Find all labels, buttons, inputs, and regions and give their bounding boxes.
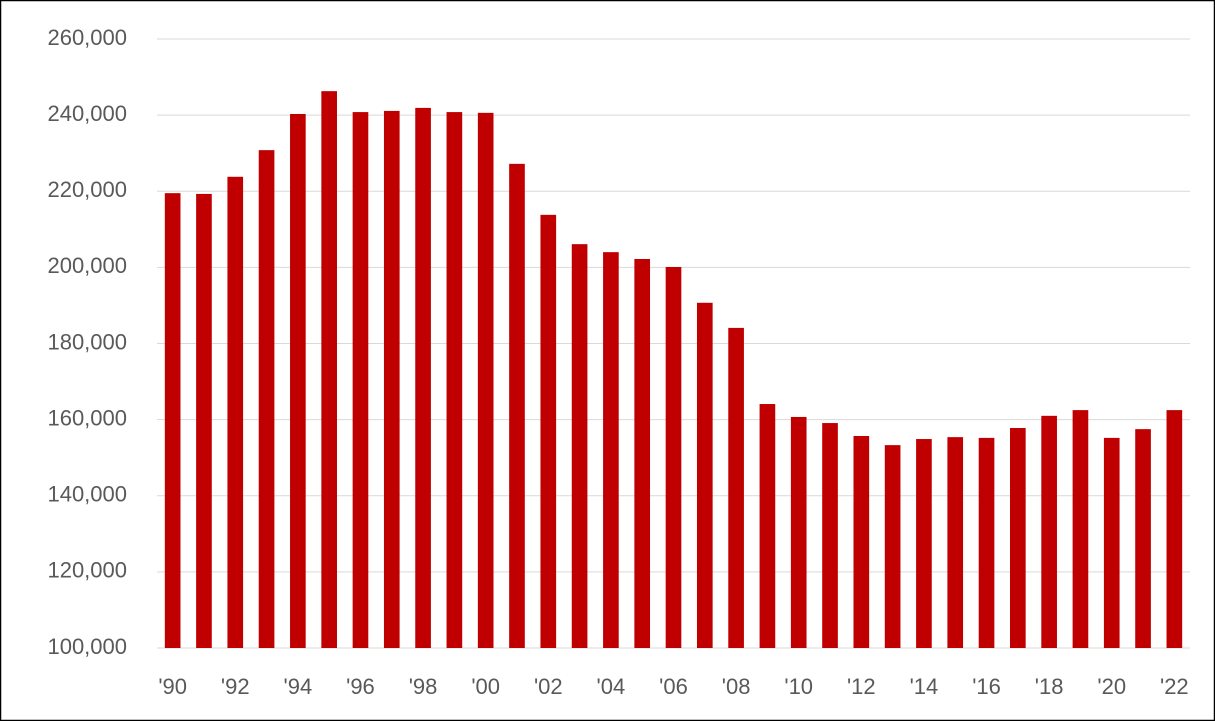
bar xyxy=(759,404,776,648)
bar xyxy=(227,176,244,648)
x-tick-label: '18 xyxy=(1035,674,1064,699)
y-tick-label: 140,000 xyxy=(47,482,127,507)
bar xyxy=(415,107,431,648)
bar xyxy=(446,112,463,648)
bar xyxy=(696,302,713,648)
x-tick-label: '14 xyxy=(910,674,939,699)
bar xyxy=(603,252,619,648)
bar xyxy=(164,193,181,648)
bar xyxy=(1041,415,1057,648)
bar xyxy=(290,113,306,648)
bar xyxy=(258,150,275,648)
x-tick-label: '00 xyxy=(471,674,500,699)
bar xyxy=(884,445,901,648)
x-tick-label: '06 xyxy=(659,674,688,699)
y-tick-label: 120,000 xyxy=(47,558,127,583)
bar xyxy=(822,423,838,648)
x-tick-label: '02 xyxy=(534,674,563,699)
y-tick-label: 260,000 xyxy=(47,25,127,50)
bar xyxy=(383,110,400,649)
x-tick-label: '20 xyxy=(1097,674,1126,699)
y-tick-label: 100,000 xyxy=(47,634,127,659)
x-tick-label: '04 xyxy=(597,674,626,699)
y-tick-label: 160,000 xyxy=(47,405,127,430)
x-tick-label: '98 xyxy=(409,674,438,699)
bar xyxy=(1166,410,1183,648)
x-tick-label: '08 xyxy=(722,674,751,699)
bar xyxy=(1072,410,1089,648)
x-tick-label: '22 xyxy=(1160,674,1189,699)
bar xyxy=(916,439,932,648)
bar xyxy=(1010,427,1026,648)
bar xyxy=(790,416,807,648)
x-tick-label: '92 xyxy=(221,674,250,699)
bar xyxy=(196,193,212,648)
bar xyxy=(728,327,744,648)
x-tick-label: '94 xyxy=(284,674,313,699)
x-tick-label: '12 xyxy=(847,674,876,699)
bar xyxy=(634,259,651,648)
x-tick-label: '96 xyxy=(346,674,375,699)
bar xyxy=(321,91,337,648)
bar xyxy=(571,244,588,649)
x-tick-label: '90 xyxy=(158,674,187,699)
bar xyxy=(665,266,682,648)
y-tick-label: 180,000 xyxy=(47,329,127,354)
y-tick-label: 200,000 xyxy=(47,253,127,278)
bar xyxy=(540,214,557,648)
y-tick-label: 220,000 xyxy=(47,177,127,202)
y-tick-label: 240,000 xyxy=(47,101,127,126)
bar xyxy=(509,163,525,648)
x-tick-label: '10 xyxy=(784,674,813,699)
bar xyxy=(853,435,870,648)
bar xyxy=(1103,437,1120,648)
bar xyxy=(477,112,494,648)
bar xyxy=(947,437,964,648)
x-tick-label: '16 xyxy=(972,674,1001,699)
bar xyxy=(1135,429,1151,648)
bar xyxy=(978,437,995,648)
bar xyxy=(352,112,369,648)
